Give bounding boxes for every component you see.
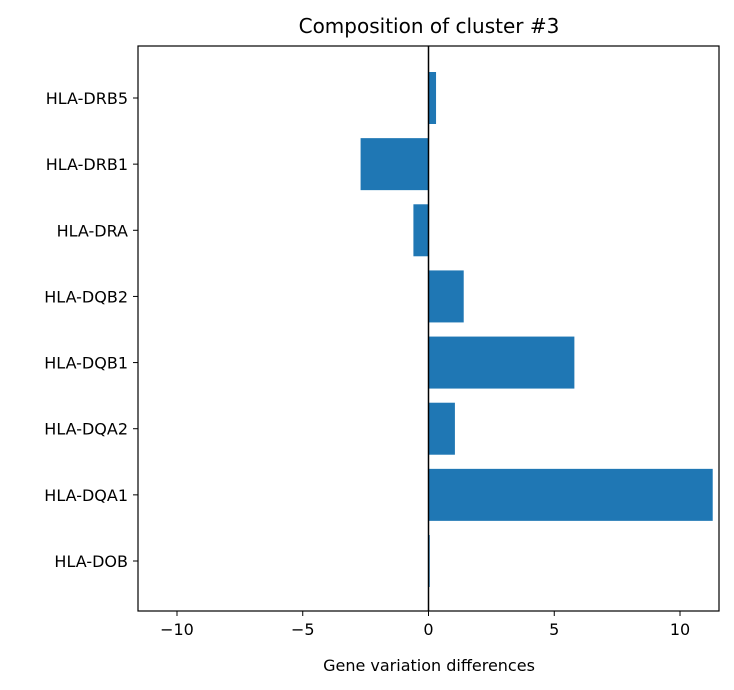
bar-hla-drb5 <box>428 72 437 124</box>
y-tick-label: HLA-DQA1 <box>44 486 128 505</box>
y-tick-label: HLA-DQA2 <box>44 420 128 439</box>
bar-hla-dqa2 <box>428 402 455 455</box>
bar-hla-dqb1 <box>428 336 575 389</box>
x-tick-label: −10 <box>160 620 194 639</box>
y-tick-label: HLA-DQB1 <box>44 354 128 373</box>
y-tick-label: HLA-DQB2 <box>44 287 128 306</box>
bar-hla-drb1 <box>360 138 429 191</box>
y-tick-label: HLA-DRB1 <box>46 155 128 174</box>
x-ticks: −10 −5 0 5 10 <box>160 611 690 639</box>
x-tick-label: 5 <box>549 620 559 639</box>
bars-group <box>360 72 713 587</box>
bar-hla-dra <box>413 204 429 257</box>
x-tick-label: −5 <box>291 620 315 639</box>
x-axis-label: Gene variation differences <box>323 656 535 675</box>
plot-frame <box>137 45 720 612</box>
y-tick-label: HLA-DRB5 <box>46 89 128 108</box>
x-tick-label: 10 <box>670 620 690 639</box>
y-tick-label: HLA-DRA <box>57 221 128 240</box>
x-tick-label: 0 <box>423 620 433 639</box>
y-tick-label: HLA-DOB <box>54 552 128 571</box>
y-ticks: HLA-DRB5 HLA-DRB1 HLA-DRA HLA-DQB2 HLA-DQB1 H… <box>44 89 138 571</box>
bar-hla-dqa1 <box>428 468 713 521</box>
bar-hla-dqb2 <box>428 270 464 323</box>
chart-title: Composition of cluster #3 <box>299 14 560 38</box>
